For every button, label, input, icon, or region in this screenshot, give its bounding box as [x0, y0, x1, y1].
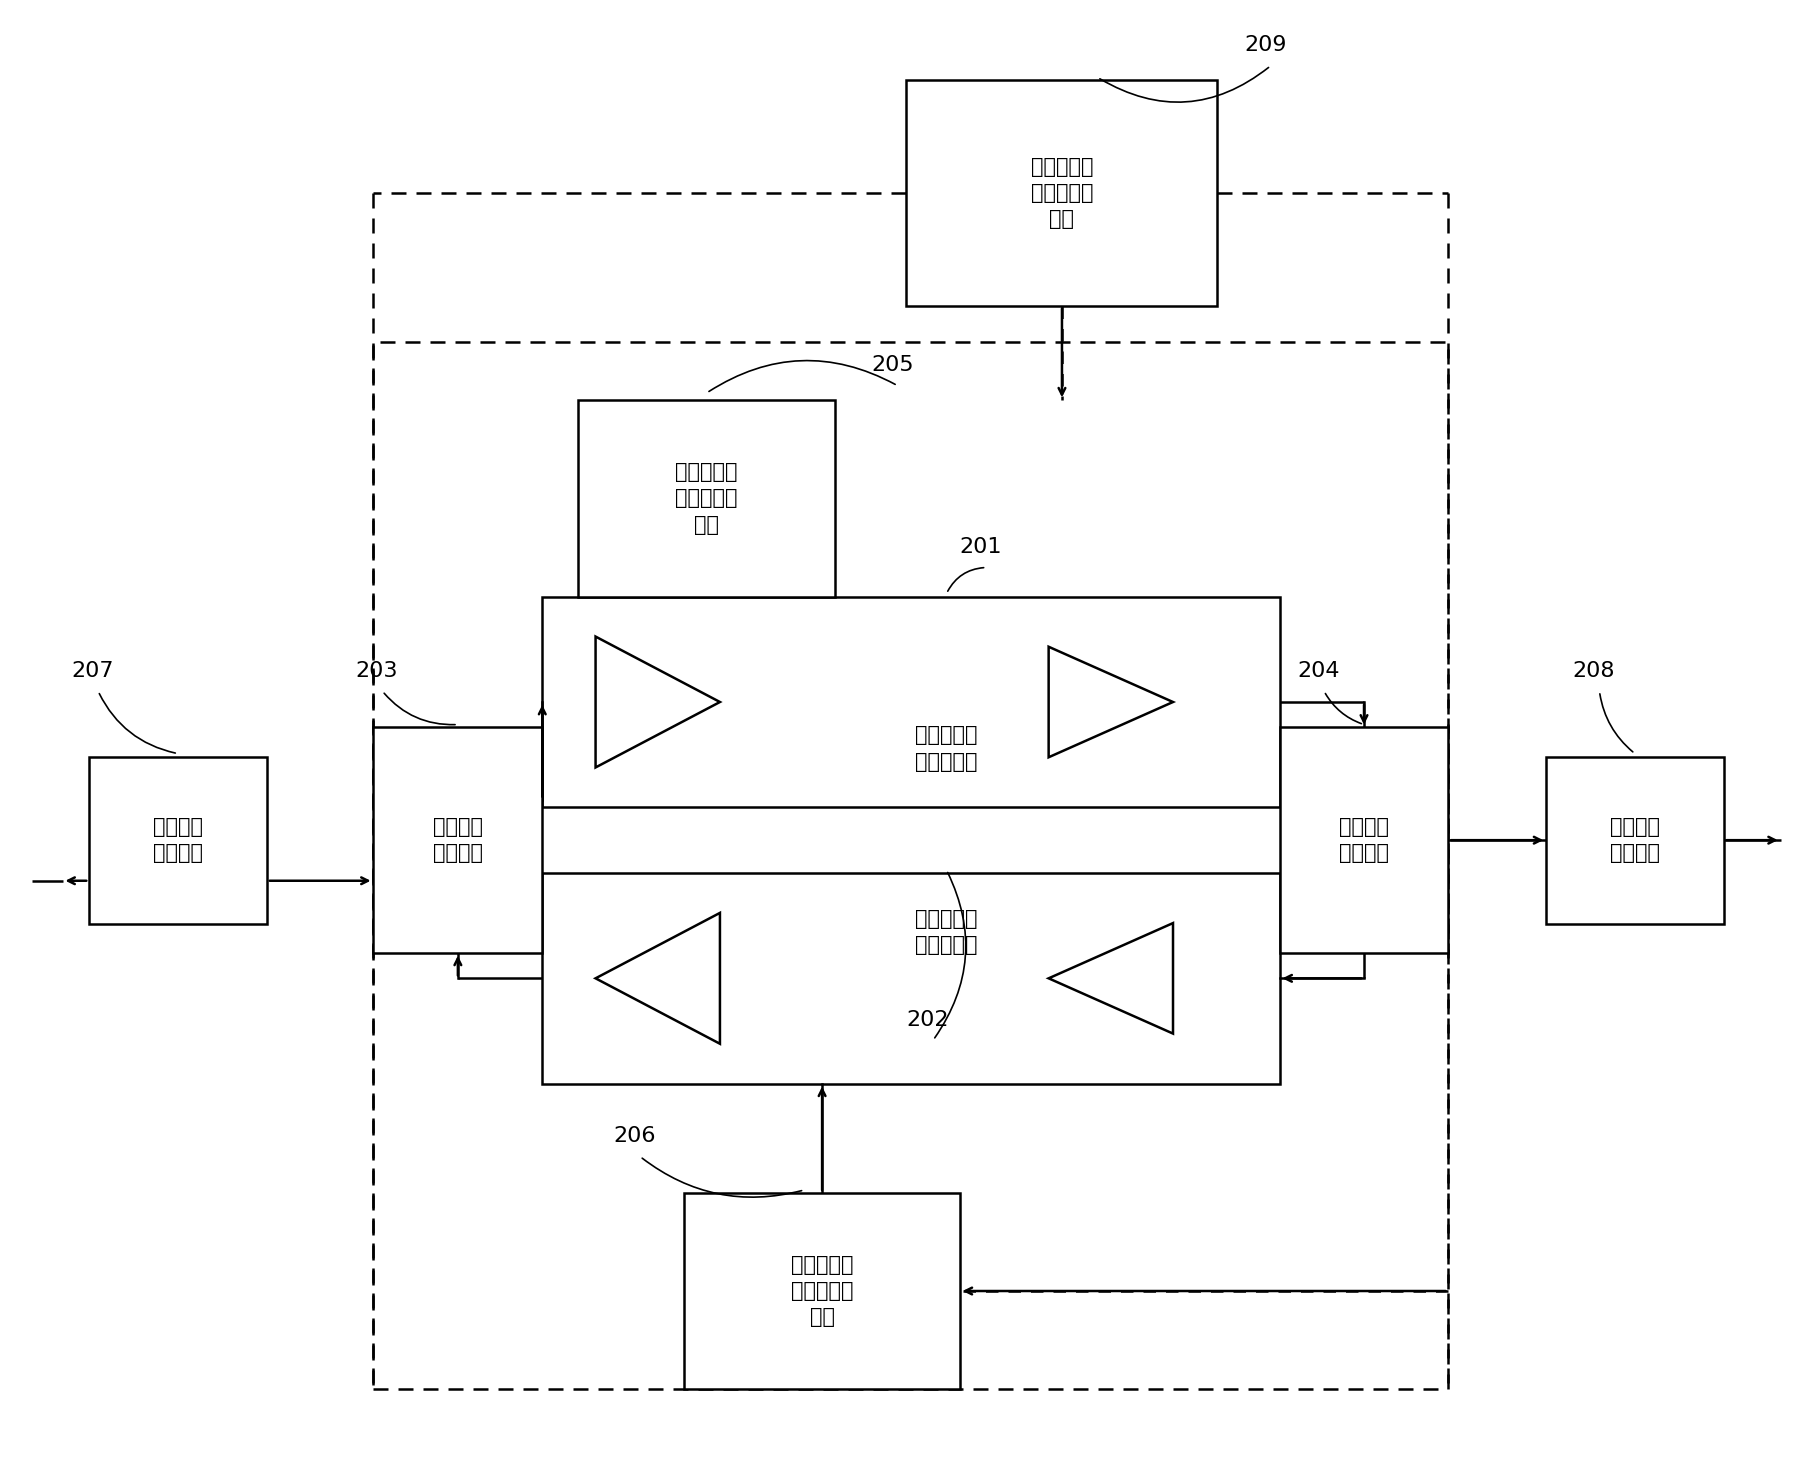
- Text: 下行链路功
率放大单元
开关: 下行链路功 率放大单元 开关: [676, 462, 738, 534]
- Text: 上行链路功
率放大单元: 上行链路功 率放大单元: [916, 908, 977, 956]
- Bar: [373, 341, 1449, 1389]
- Bar: [906, 80, 1218, 306]
- Text: 同步及切换
点信号获取
单元: 同步及切换 点信号获取 单元: [1032, 157, 1093, 230]
- Text: 上行链路功
率放大单元
开关: 上行链路功 率放大单元 开关: [790, 1254, 854, 1327]
- Text: 203: 203: [355, 660, 399, 681]
- Bar: [1280, 727, 1449, 953]
- Bar: [542, 597, 1280, 807]
- Bar: [542, 873, 1280, 1083]
- Bar: [373, 727, 542, 953]
- Text: 206: 206: [613, 1126, 656, 1146]
- Text: 209: 209: [1244, 36, 1287, 55]
- Text: 第一收发
开关单元: 第一收发 开关单元: [433, 818, 482, 864]
- Bar: [1546, 757, 1724, 923]
- Text: 202: 202: [906, 1009, 948, 1030]
- Text: 201: 201: [959, 537, 1003, 556]
- Text: 第二带通
滤波单元: 第二带通 滤波单元: [1610, 818, 1661, 864]
- Text: 207: 207: [71, 660, 114, 681]
- Bar: [685, 1193, 959, 1389]
- Text: 208: 208: [1574, 660, 1615, 681]
- Text: 第一带通
滤波单元: 第一带通 滤波单元: [152, 818, 203, 864]
- Text: 204: 204: [1298, 660, 1340, 681]
- Bar: [578, 401, 836, 597]
- Text: 第二收发
开关单元: 第二收发 开关单元: [1340, 818, 1389, 864]
- Text: 205: 205: [870, 355, 914, 375]
- Text: 下行链路功
率放大单元: 下行链路功 率放大单元: [916, 726, 977, 772]
- Bar: [89, 757, 267, 923]
